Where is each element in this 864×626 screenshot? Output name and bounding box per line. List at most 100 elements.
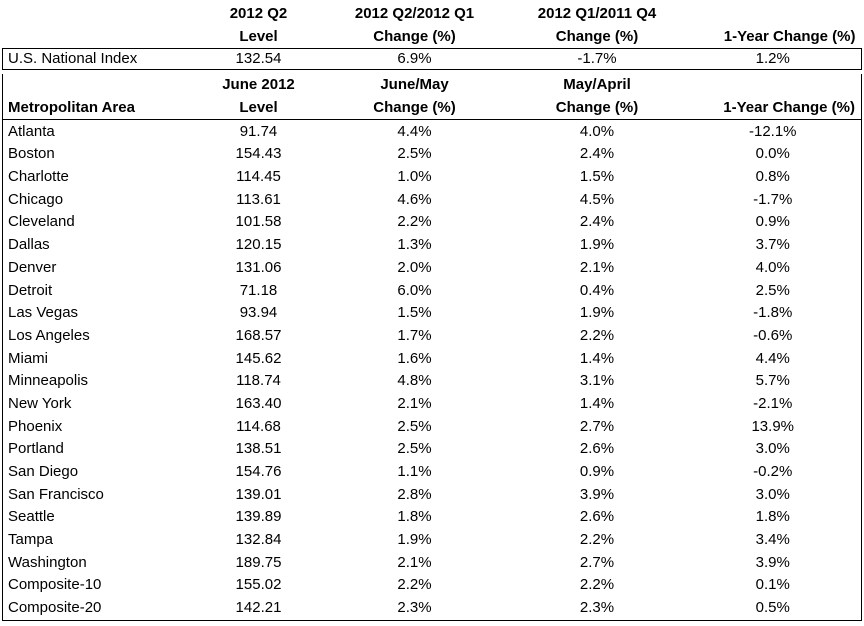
cell: 2012 Q2/2012 Q1 <box>354 5 475 23</box>
cell: 131.06 <box>235 258 282 276</box>
cell: 2.2% <box>579 531 615 549</box>
row-label: Detroit <box>8 281 53 299</box>
cell: 142.21 <box>235 599 282 617</box>
row-label: Los Angeles <box>8 326 90 344</box>
cell: 3.0% <box>755 485 790 503</box>
cell: 139.89 <box>235 508 282 526</box>
row-label: Washington <box>8 553 87 571</box>
cell: 2.7% <box>579 553 615 571</box>
cell: 0.4% <box>579 281 615 299</box>
table-row: Composite-20 142.21 2.3% 2.3% 0.5% <box>3 597 862 620</box>
cell: 1-Year Change (%) <box>684 96 862 121</box>
cell: 1.5% <box>579 168 615 186</box>
cell: 4.0% <box>579 122 615 140</box>
table-row: San Francisco 139.01 2.8% 3.9% 3.0% <box>3 483 862 506</box>
table-row: New York 163.40 2.1% 1.4% -2.1% <box>3 393 862 416</box>
cell: 1.8% <box>397 508 432 526</box>
cell: 1.7% <box>397 326 432 344</box>
national-index-row: U.S. National Index 132.54 6.9% -1.7% 1.2% <box>2 48 862 70</box>
row-label: Composite-10 <box>8 576 102 594</box>
cell: 2.6% <box>579 508 615 526</box>
row-label: Las Vegas <box>8 304 79 322</box>
table-row: Charlotte 114.45 1.0% 1.5% 0.8% <box>3 166 862 189</box>
table-row: Dallas 120.15 1.3% 1.9% 3.7% <box>3 234 862 257</box>
cell: 2.2% <box>579 326 615 344</box>
row-label <box>3 3 198 26</box>
table-row: Phoenix 114.68 2.5% 2.7% 13.9% <box>3 415 862 438</box>
cell: 2.5% <box>397 440 432 458</box>
cell: 2.0% <box>397 258 432 276</box>
cell: 2.2% <box>397 576 432 594</box>
cell: 2.1% <box>579 258 615 276</box>
cell: 2.6% <box>579 440 615 458</box>
row-label: Minneapolis <box>8 372 89 390</box>
cell: 0.9% <box>579 463 615 481</box>
row-label: U.S. National Index <box>2 48 198 70</box>
row-label <box>3 26 198 49</box>
cell: 1.5% <box>397 304 432 322</box>
cell: 1.0% <box>397 168 432 186</box>
row-label: Portland <box>8 440 64 458</box>
cell: June/May <box>380 76 449 94</box>
cell: 3.1% <box>579 372 615 390</box>
cell: Change (%) <box>509 96 685 121</box>
row-label: Tampa <box>8 531 54 549</box>
cell: 1.3% <box>397 236 432 254</box>
table-row: Chicago 113.61 4.6% 4.5% -1.7% <box>3 188 862 211</box>
row-label: Metropolitan Area <box>2 96 198 121</box>
row-label <box>3 74 198 97</box>
cell: 1.2% <box>684 48 862 70</box>
table-row: Washington 189.75 2.1% 2.7% 3.9% <box>3 551 862 574</box>
cell: Level <box>239 27 278 45</box>
row-label: Charlotte <box>8 168 69 186</box>
row-label: Denver <box>8 258 57 276</box>
row-label: Chicago <box>8 190 64 208</box>
cell: 2.1% <box>397 394 432 412</box>
cell: Change (%) <box>319 96 510 121</box>
cell: -2.1% <box>753 394 793 412</box>
cell: 132.84 <box>235 531 282 549</box>
cell: 4.5% <box>579 190 615 208</box>
cell: 13.9% <box>751 417 795 435</box>
row-label: Miami <box>8 349 48 367</box>
cell: 2.4% <box>579 145 615 163</box>
cell: 0.5% <box>755 599 790 617</box>
cell: -0.2% <box>753 463 793 481</box>
cell: -0.6% <box>753 326 793 344</box>
cell: 163.40 <box>235 394 282 412</box>
header-row: June 2012 June/May May/April <box>3 74 862 97</box>
cell: 2012 Q2 <box>229 5 288 23</box>
cell: Change (%) <box>373 27 456 45</box>
row-label: Phoenix <box>8 417 63 435</box>
row-label: Composite-20 <box>8 599 102 617</box>
header-row: 2012 Q2 2012 Q2/2012 Q1 2012 Q1/2011 Q4 <box>3 3 862 26</box>
cell: 1.4% <box>579 394 615 412</box>
cell: 3.9% <box>755 553 790 571</box>
cell: 2.8% <box>397 485 432 503</box>
cell: 4.8% <box>397 372 432 390</box>
cell: -1.7% <box>509 48 685 70</box>
cell: 1.9% <box>397 531 432 549</box>
table-row: San Diego 154.76 1.1% 0.9% -0.2% <box>3 461 862 484</box>
cell: 4.0% <box>755 258 790 276</box>
cell: 2.3% <box>579 599 615 617</box>
cell: Level <box>197 96 320 121</box>
cell: 155.02 <box>235 576 282 594</box>
cell: May/April <box>563 76 631 94</box>
cell: 2.7% <box>579 417 615 435</box>
national-index-table: 2012 Q2 2012 Q2/2012 Q1 2012 Q1/2011 Q4 Lev… <box>2 3 862 70</box>
cell: 0.1% <box>755 576 790 594</box>
row-label: San Diego <box>8 463 79 481</box>
header-row: Level Change (%) Change (%) 1-Year Change (… <box>3 26 862 49</box>
cell: 3.0% <box>755 440 790 458</box>
table-row: Tampa 132.84 1.9% 2.2% 3.4% <box>3 529 862 552</box>
cell: 6.9% <box>319 48 510 70</box>
table-row: Detroit 71.18 6.0% 0.4% 2.5% <box>3 279 862 302</box>
table-row: Composite-10 155.02 2.2% 2.2% 0.1% <box>3 574 862 597</box>
cell: 2.2% <box>397 213 432 231</box>
cell: -12.1% <box>748 122 797 140</box>
cell: 1.8% <box>755 508 790 526</box>
cell: 114.68 <box>236 417 281 435</box>
row-label: New York <box>8 394 72 412</box>
table-row: Los Angeles 168.57 1.7% 2.2% -0.6% <box>3 325 862 348</box>
